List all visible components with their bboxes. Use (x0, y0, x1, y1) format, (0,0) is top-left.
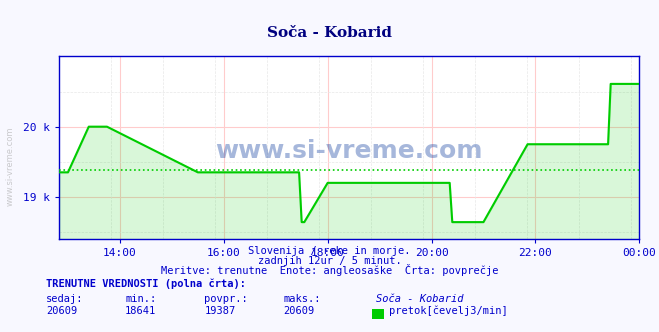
Text: sedaj:: sedaj: (46, 294, 84, 304)
Text: pretok[čevelj3/min]: pretok[čevelj3/min] (389, 305, 507, 316)
Text: zadnjih 12ur / 5 minut.: zadnjih 12ur / 5 minut. (258, 256, 401, 266)
Text: Soča - Kobarid: Soča - Kobarid (376, 294, 463, 304)
Text: Slovenija / reke in morje.: Slovenija / reke in morje. (248, 246, 411, 256)
Text: povpr.:: povpr.: (204, 294, 248, 304)
Text: maks.:: maks.: (283, 294, 321, 304)
Text: Meritve: trenutne  Enote: angleosaške  Črta: povprečje: Meritve: trenutne Enote: angleosaške Črt… (161, 264, 498, 276)
Text: TRENUTNE VREDNOSTI (polna črta):: TRENUTNE VREDNOSTI (polna črta): (46, 279, 246, 289)
Text: 20609: 20609 (283, 306, 314, 316)
Text: 19387: 19387 (204, 306, 235, 316)
Text: min.:: min.: (125, 294, 156, 304)
Text: 20609: 20609 (46, 306, 77, 316)
Text: 18641: 18641 (125, 306, 156, 316)
Text: Soča - Kobarid: Soča - Kobarid (267, 26, 392, 40)
Text: www.si-vreme.com: www.si-vreme.com (215, 139, 483, 163)
Text: www.si-vreme.com: www.si-vreme.com (5, 126, 14, 206)
